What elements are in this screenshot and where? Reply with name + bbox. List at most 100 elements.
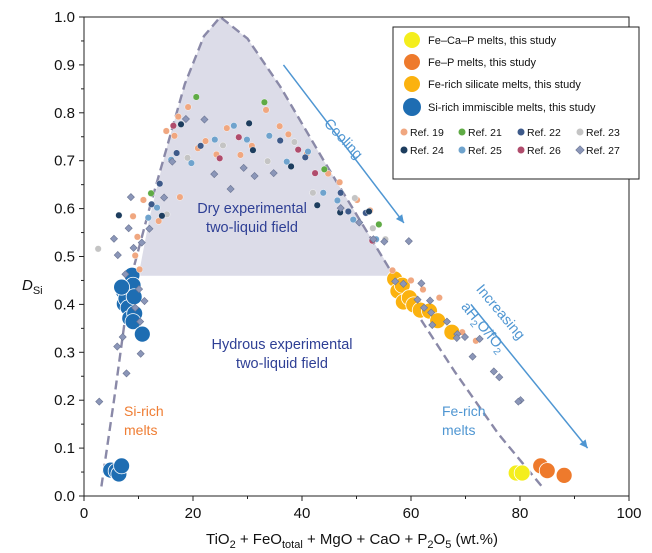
point-ref27-6 — [250, 172, 259, 181]
point-ref27-36 — [442, 317, 451, 326]
point-ref27-8 — [168, 157, 177, 166]
point-ref27-28 — [355, 218, 364, 227]
point-ref25-8 — [265, 132, 273, 140]
point-fe-p-3 — [555, 467, 573, 484]
point-ref27-45 — [404, 237, 413, 246]
point-ref22-3 — [197, 142, 205, 150]
point-ref27-7 — [269, 169, 278, 178]
y-tick-label-0.1: 0.1 — [54, 440, 75, 457]
point-ref27-47 — [420, 303, 429, 312]
legend-label-fe-p: Fe–P melts, this study — [428, 57, 537, 69]
legend-label-ref25: Ref. 25 — [468, 145, 502, 157]
point-ref19-24 — [136, 265, 144, 273]
x-tick-label-20: 20 — [185, 505, 202, 522]
point-ref27-1 — [181, 115, 190, 124]
point-ref19-9 — [236, 151, 244, 159]
point-ref25-7 — [243, 136, 251, 144]
legend-box — [392, 26, 640, 180]
point-ref27-9 — [160, 193, 169, 202]
point-ref27-22 — [118, 332, 127, 341]
axes-layer: 0 20 40 60 80 100 0.0 0.1 0.2 0.3 0.4 0.5 0.6 0.7 0.8 0… — [54, 9, 641, 522]
x-tick-label-0: 0 — [80, 505, 88, 522]
y-tick-label-0.2: 0.2 — [54, 392, 75, 409]
point-ref27-12 — [126, 193, 135, 202]
point-ref25-11 — [319, 189, 327, 197]
legend-marker-ref23 — [576, 128, 584, 136]
point-ref23-2 — [184, 154, 192, 162]
y-tick-label-0.4: 0.4 — [54, 296, 75, 313]
point-ref25-12 — [333, 196, 341, 204]
point-si-rich-12 — [125, 288, 143, 306]
point-ref23-6 — [309, 189, 317, 197]
legend-label-ref27: Ref. 27 — [586, 145, 620, 157]
point-ref25-9 — [283, 158, 291, 166]
point-ref25-6 — [230, 122, 238, 130]
dry-field-label-line1: Dry experimental — [197, 201, 307, 217]
point-ref27-16 — [129, 243, 138, 252]
point-ref27-49 — [452, 333, 461, 342]
x-tick-label-60: 60 — [403, 505, 420, 522]
legend: Fe–Ca–P melts, this study Fe–P melts, th… — [392, 26, 640, 180]
dry-field-label-line2: two-liquid field — [206, 220, 298, 236]
point-ref25-10 — [304, 148, 312, 156]
point-ref19-3 — [174, 113, 182, 121]
point-ref27-11 — [137, 238, 146, 247]
point-ref25-13 — [349, 216, 357, 224]
point-ref19-13 — [284, 130, 292, 138]
point-ref22-5 — [301, 153, 309, 161]
point-ref22-7 — [344, 207, 352, 215]
point-ref23-1 — [94, 245, 102, 253]
point-ref27-38 — [460, 332, 469, 341]
cooling-arrow-head — [395, 214, 404, 223]
point-ref25-4 — [187, 159, 195, 167]
fe-rich-melts-label-line1: Fe-rich — [442, 403, 486, 419]
point-ref22-1 — [156, 180, 164, 188]
point-ref22-9 — [148, 200, 156, 208]
point-ref24-1 — [115, 211, 123, 219]
point-ref27-19 — [140, 297, 149, 306]
point-ref24-4 — [245, 119, 253, 127]
y-tick-label-1.0: 1.0 — [54, 9, 75, 26]
point-ref23-4 — [264, 157, 272, 165]
legend-marker-fe-ca-p — [404, 32, 420, 48]
point-ref21-5 — [375, 220, 383, 228]
y-tick-label-0.7: 0.7 — [54, 153, 75, 170]
y-tick-label-0.9: 0.9 — [54, 57, 75, 74]
legend-marker-ref27 — [575, 145, 585, 155]
point-ref22-4 — [276, 137, 284, 145]
point-ref25-1 — [144, 214, 152, 222]
point-ref27-23 — [113, 342, 122, 351]
cooling-arrow-shaft — [282, 64, 405, 224]
point-ref27-29 — [369, 235, 378, 244]
point-ref27-3 — [210, 170, 219, 179]
point-ref19-11 — [262, 106, 270, 114]
legend-label-ref26: Ref. 26 — [527, 145, 561, 157]
point-ref27-15 — [113, 251, 122, 260]
legend-label-ref23: Ref. 23 — [586, 127, 620, 139]
point-ref19-21 — [129, 212, 137, 220]
point-ref19-27 — [388, 266, 396, 274]
legend-marker-ref25 — [458, 146, 466, 154]
point-ref27-20 — [131, 303, 140, 312]
legend-label-si-rich: Si-rich immiscible melts, this study — [428, 102, 596, 114]
legend-label-fe-rich-silicate: Fe-rich silicate melts, this study — [428, 79, 581, 91]
point-ref19-25 — [155, 217, 163, 225]
point-ref23-8 — [369, 224, 377, 232]
legend-marker-fe-p — [404, 54, 420, 70]
point-ref19-26 — [176, 193, 184, 201]
point-ref27-33 — [413, 295, 422, 304]
point-ref27-32 — [399, 279, 408, 288]
increasing-arrow-shaft — [470, 303, 589, 449]
point-ref27-14 — [109, 234, 118, 243]
legend-marker-ref24 — [400, 146, 408, 154]
point-ref27-21 — [136, 317, 145, 326]
x-axis-title: TiO2 + FeOtotal + MgO + CaO + P2O5 (wt.%… — [206, 531, 498, 551]
x-tick-label-40: 40 — [294, 505, 311, 522]
y-axis-title: DSi — [22, 277, 43, 297]
legend-label-ref24: Ref. 24 — [410, 145, 444, 157]
point-ref23-7 — [351, 194, 359, 202]
legend-label-ref19: Ref. 19 — [410, 127, 444, 139]
legend-label-fe-ca-p: Fe–Ca–P melts, this study — [428, 35, 557, 47]
point-ref19-30 — [435, 294, 443, 302]
point-ref24-3 — [177, 120, 185, 128]
